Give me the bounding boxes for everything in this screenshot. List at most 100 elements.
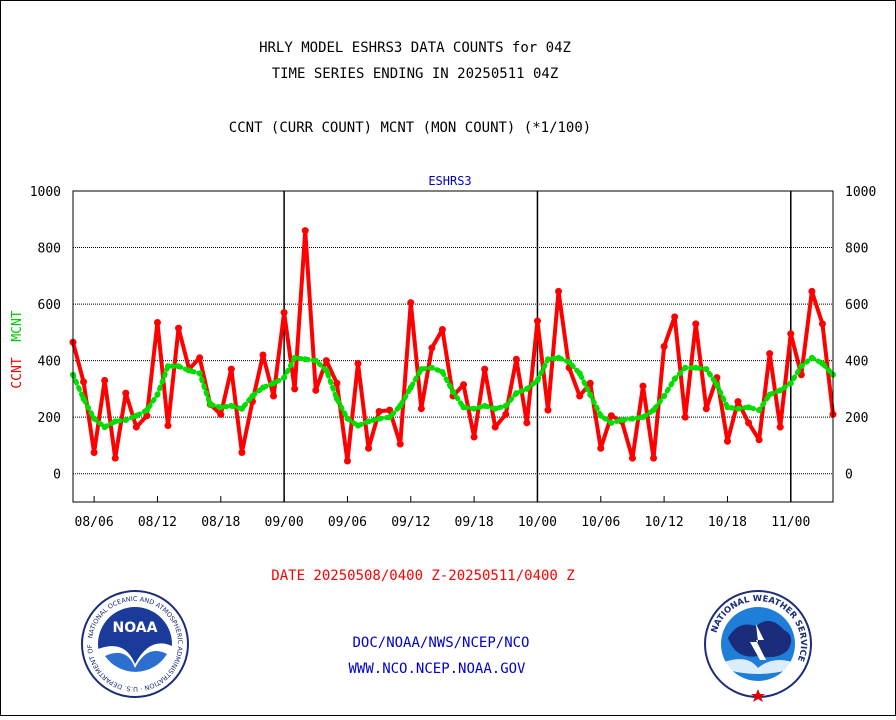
point-mcnt (513, 390, 520, 397)
x-tick-labels: 08/06 08/12 08/18 09/00 09/06 09/12 09/18 10/00… (75, 515, 811, 530)
point-mcnt (407, 384, 414, 391)
point-ccnt (80, 378, 88, 386)
point-ccnt (101, 376, 109, 384)
point-mcnt (450, 388, 456, 395)
point-ccnt (270, 392, 278, 400)
y-tick-label-right: 600 (845, 298, 868, 313)
point-mcnt (165, 363, 171, 370)
point-ccnt (808, 287, 816, 295)
point-mcnt (386, 414, 393, 421)
point-mcnt (808, 354, 815, 361)
point-ccnt (544, 406, 552, 414)
chart-title: ESHRS3 (428, 174, 471, 188)
point-ccnt (417, 405, 425, 413)
point-ccnt (217, 410, 225, 418)
point-ccnt (787, 330, 795, 338)
point-mcnt (428, 364, 435, 371)
y-tick-label-left: 800 (38, 242, 61, 257)
point-ccnt (238, 449, 246, 457)
y-tick-label-right: 1000 (845, 185, 876, 200)
nws-logo: NATIONAL WEATHER SERVICE (704, 590, 812, 702)
header-line1: HRLY MODEL ESHRS3 DATA COUNTS for 04Z (259, 40, 571, 56)
y-tick-label-left: 400 (38, 355, 61, 370)
point-ccnt (607, 412, 615, 420)
point-ccnt (291, 385, 299, 393)
point-mcnt (713, 381, 720, 388)
x-tick-label: 10/18 (708, 515, 747, 530)
point-mcnt (640, 414, 646, 421)
point-mcnt (312, 357, 319, 364)
x-tick-label: 09/12 (391, 515, 430, 530)
point-mcnt (777, 387, 784, 394)
point-mcnt (323, 367, 330, 374)
point-mcnt (270, 380, 277, 387)
y-tick-label-left: 0 (53, 468, 61, 483)
point-mcnt (534, 377, 541, 384)
point-ccnt (438, 326, 446, 334)
point-ccnt (755, 436, 763, 444)
grid (73, 190, 833, 502)
series-group (69, 227, 837, 465)
point-mcnt (281, 374, 288, 381)
point-mcnt (80, 395, 87, 402)
point-mcnt (365, 418, 372, 425)
footer-url: WWW.NCO.NCEP.NOAA.GOV (348, 661, 526, 677)
point-mcnt (502, 402, 509, 409)
point-ccnt (523, 419, 531, 427)
y-axis-label-mcnt: MCNT (10, 310, 25, 341)
point-ccnt (227, 365, 235, 373)
x-tick-label: 10/12 (645, 515, 684, 530)
point-ccnt (259, 351, 267, 359)
point-mcnt (481, 402, 488, 409)
point-ccnt (734, 398, 742, 406)
point-ccnt (650, 454, 658, 462)
x-tick-label: 08/18 (201, 515, 240, 530)
header-subtitle: CCNT (CURR COUNT) MCNT (MON COUNT) (*1/1… (229, 120, 591, 136)
point-ccnt (533, 317, 541, 325)
point-ccnt (111, 454, 119, 462)
point-mcnt (217, 404, 224, 411)
point-ccnt (745, 419, 753, 427)
x-tick-label: 10/00 (518, 515, 557, 530)
point-mcnt (333, 395, 340, 402)
point-mcnt (228, 402, 235, 409)
y-tick-label-right: 200 (845, 411, 868, 426)
point-mcnt (397, 402, 404, 409)
point-ccnt (333, 379, 341, 387)
point-mcnt (133, 412, 140, 419)
point-mcnt (692, 364, 699, 371)
point-ccnt (301, 227, 309, 235)
x-tick-label: 10/06 (581, 515, 620, 530)
point-ccnt (90, 449, 98, 457)
point-mcnt (745, 404, 752, 411)
point-mcnt (819, 360, 826, 367)
series-line-ccnt (71, 228, 835, 464)
point-ccnt (628, 454, 636, 462)
point-mcnt (555, 354, 562, 361)
point-ccnt (407, 299, 415, 307)
point-ccnt (702, 405, 710, 413)
point-mcnt (260, 384, 266, 391)
plot-border (72, 190, 834, 503)
point-mcnt (618, 417, 625, 424)
point-ccnt (428, 344, 436, 352)
point-mcnt (460, 404, 467, 411)
point-ccnt (143, 412, 151, 420)
y-tick-label-left: 600 (38, 298, 61, 313)
point-ccnt (322, 357, 330, 365)
point-ccnt (312, 386, 320, 394)
point-mcnt (798, 363, 805, 370)
point-mcnt (101, 424, 108, 431)
point-ccnt (660, 343, 668, 350)
point-mcnt (597, 412, 604, 419)
point-mcnt (587, 391, 594, 398)
point-ccnt (280, 309, 288, 317)
point-mcnt (196, 370, 203, 377)
point-mcnt (608, 419, 615, 426)
point-ccnt (470, 433, 478, 441)
noaa-logo: NOAA NATIONAL OCEANIC AND ATMOSPHERIC AD… (81, 590, 189, 698)
point-mcnt (376, 415, 383, 422)
point-mcnt (207, 401, 214, 408)
